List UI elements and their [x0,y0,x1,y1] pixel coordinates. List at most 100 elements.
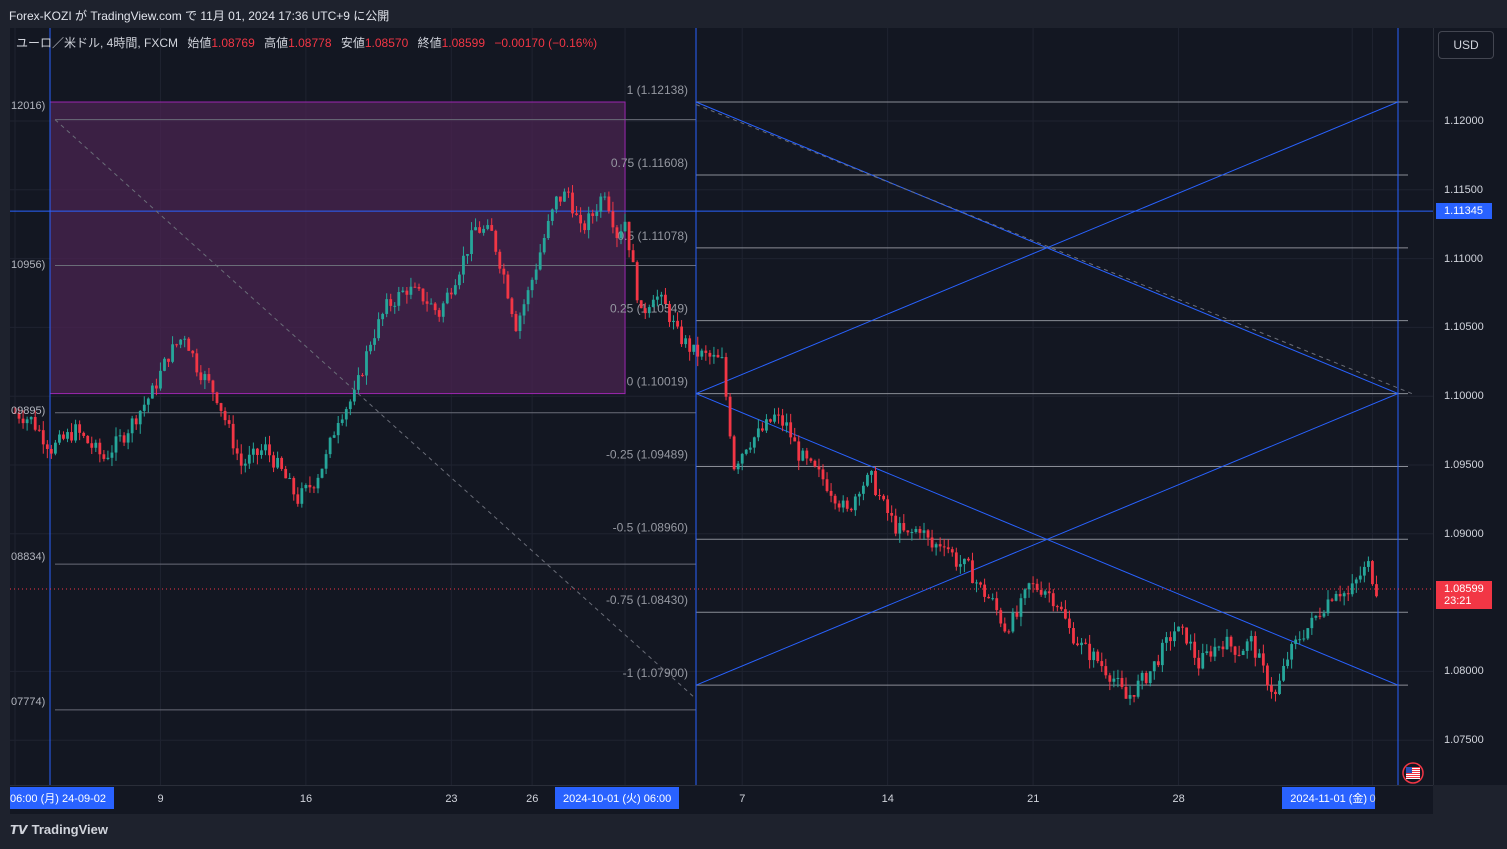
candle[interactable] [595,204,599,222]
candle[interactable] [1152,661,1156,680]
candle[interactable] [1193,633,1197,666]
candle[interactable] [1245,638,1249,659]
candle[interactable] [332,431,336,439]
candle[interactable] [789,413,793,445]
candle[interactable] [752,436,756,454]
candle[interactable] [878,488,881,500]
candle[interactable] [579,207,582,233]
candle[interactable] [150,382,154,399]
candle[interactable] [958,555,962,574]
candle[interactable] [963,558,966,573]
candle[interactable] [938,537,942,552]
candle[interactable] [417,283,421,292]
currency-button[interactable]: USD [1438,31,1494,59]
candle[interactable] [1011,608,1015,634]
candle[interactable] [199,365,203,385]
candle[interactable] [639,300,643,309]
candle[interactable] [1132,694,1136,703]
candle[interactable] [1181,624,1184,635]
candle[interactable] [1104,658,1108,679]
candle[interactable] [1290,642,1294,669]
candle[interactable] [171,336,174,364]
candle[interactable] [296,487,300,507]
candle[interactable] [1108,672,1112,691]
candle[interactable] [575,205,578,216]
candle[interactable] [542,233,546,255]
candle[interactable] [146,397,150,413]
candle[interactable] [78,420,82,441]
candle[interactable] [583,220,587,234]
candle[interactable] [1334,590,1338,602]
candle[interactable] [466,253,469,264]
candle[interactable] [777,407,780,424]
candle[interactable] [1076,636,1079,647]
candle[interactable] [94,439,98,452]
candle[interactable] [369,341,372,355]
candle[interactable] [1112,670,1116,688]
candle[interactable] [49,444,53,459]
candle[interactable] [655,289,659,307]
candle[interactable] [995,591,999,616]
candle[interactable] [1128,686,1132,706]
candle[interactable] [910,528,914,541]
candle[interactable] [732,434,736,471]
candle[interactable] [191,349,195,358]
candle[interactable] [155,378,158,396]
candle[interactable] [1003,617,1007,633]
candle[interactable] [1310,612,1314,635]
candle[interactable] [41,421,45,454]
candle[interactable] [1367,556,1370,572]
candle[interactable] [486,219,490,231]
candle[interactable] [926,529,930,546]
candle[interactable] [1051,589,1055,612]
candle[interactable] [1350,574,1354,597]
candle[interactable] [975,579,978,593]
candle[interactable] [1088,634,1092,669]
candle[interactable] [474,218,477,231]
candle[interactable] [243,458,247,473]
candle[interactable] [276,451,279,470]
fib-zone[interactable] [49,101,626,395]
candle[interactable] [207,367,211,384]
candle[interactable] [526,286,530,312]
candle[interactable] [518,312,522,339]
price-axis[interactable] [1433,28,1507,785]
candle[interactable] [991,593,995,601]
candle[interactable] [437,307,441,322]
candle[interactable] [385,293,389,318]
candle[interactable] [647,304,651,318]
candle[interactable] [530,277,534,298]
candle[interactable] [559,196,562,206]
candle[interactable] [631,243,635,263]
candle[interactable] [304,483,308,492]
candle[interactable] [587,206,591,239]
candle[interactable] [110,445,114,467]
candle[interactable] [336,415,340,444]
candle[interactable] [756,419,760,442]
candle[interactable] [458,271,461,290]
candle[interactable] [866,472,869,488]
candle[interactable] [324,449,328,475]
candle[interactable] [175,343,178,348]
candle[interactable] [567,187,570,198]
candle[interactable] [98,438,102,463]
candle[interactable] [1019,593,1023,627]
candle[interactable] [393,302,397,314]
candle[interactable] [1043,589,1047,598]
candle[interactable] [1116,669,1120,688]
candle[interactable] [1055,604,1059,612]
candle[interactable] [1015,605,1019,620]
candle[interactable] [853,493,857,516]
candle[interactable] [482,225,486,236]
candle[interactable] [1068,610,1071,634]
candle[interactable] [1092,647,1096,668]
candle[interactable] [882,494,885,502]
candle[interactable] [1080,637,1083,655]
candle[interactable] [688,335,692,361]
us-flag-icon[interactable] [1402,762,1424,784]
candle[interactable] [1039,581,1043,597]
candle[interactable] [45,440,49,459]
candle[interactable] [1124,677,1128,699]
candle[interactable] [538,244,542,271]
candle[interactable] [1330,597,1334,602]
